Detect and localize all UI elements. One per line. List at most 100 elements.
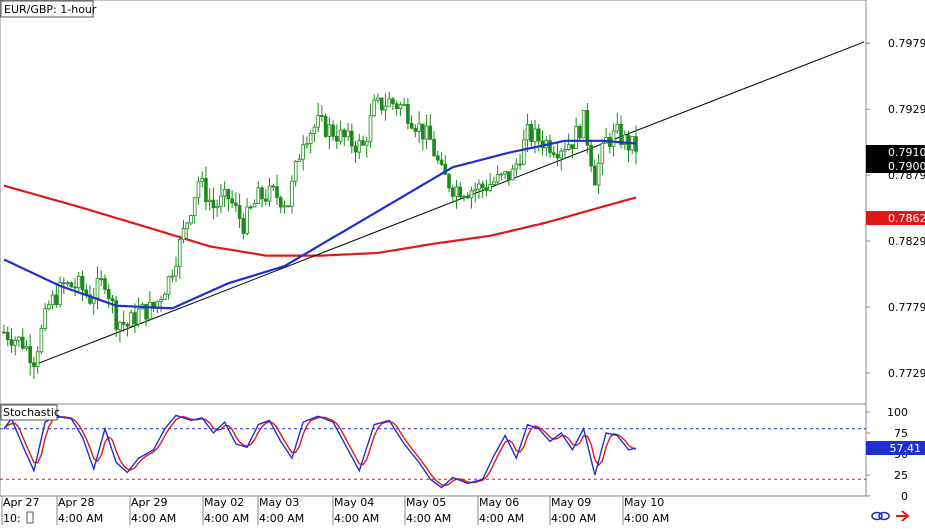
candle-body-148 [555,154,560,159]
stochastic-lines [3,414,637,489]
candle-115 [432,131,436,157]
candle-13 [50,290,55,310]
candle-68 [256,181,261,205]
candle-body-139 [522,139,526,165]
candle-153 [574,117,578,149]
candle-body-153 [574,126,578,149]
candle-body-65 [245,206,249,234]
candle-155 [581,110,586,139]
stoch-tick-label-1: 75 [894,427,908,440]
candle-body-51 [192,197,197,216]
date-label-1: Apr 28 [58,496,95,509]
candle-body-32 [121,321,126,325]
candle-body-158 [593,165,597,186]
candle-57 [215,199,219,217]
candle-164 [615,112,620,135]
price-tag-bg-2 [866,211,925,225]
candle-166 [622,130,627,150]
candle-body-10 [39,328,44,353]
candle-35 [133,303,137,334]
stochastic-panel[interactable] [0,403,867,497]
time-label-7: 4:00 AM [479,512,524,525]
candle-154 [578,124,582,142]
candle-64 [241,213,246,240]
candle-body-155 [581,110,586,139]
stoch-tick-label-4: 0 [901,490,908,503]
ma-fast-line [3,139,637,310]
candle-body-91 [342,129,347,138]
candle-93 [349,123,354,154]
candle-7 [28,334,32,376]
candle-81 [305,136,309,149]
candle-46 [174,256,178,282]
candle-body-129 [484,187,489,191]
candle-6 [24,340,29,351]
candle-135 [507,171,511,186]
candle-10 [39,324,44,355]
candle-1 [5,326,10,347]
candle-body-62 [234,202,238,206]
candle-body-45 [170,275,175,278]
candle-body-126 [473,188,477,192]
candle-body-55 [207,199,212,202]
ma-slow-line [3,184,637,257]
date-label-2: Apr 29 [131,496,168,509]
candle-body-79 [297,158,302,162]
candle-body-61 [230,198,234,204]
candle-body-27 [103,278,107,290]
candle-body-94 [353,145,358,153]
candle-body-151 [566,144,571,151]
candle-body-66 [249,206,253,209]
candle-117 [439,152,444,167]
stoch-tick-label-3: 25 [894,469,908,482]
candle-111 [417,111,421,143]
price-tag-bg-1 [866,159,925,173]
candle-body-127 [477,183,481,190]
candle-34 [129,309,133,327]
candle-32 [121,310,126,332]
candle-49 [185,221,190,241]
price-panel[interactable] [0,0,867,405]
candle-body-159 [596,162,601,186]
candle-body-156 [585,110,590,146]
candle-17 [65,280,70,287]
time-label-8: 4:00 AM [551,512,596,525]
candle-body-165 [619,123,623,146]
candle-body-111 [417,123,421,132]
candle-147 [551,145,556,158]
candle-131 [492,176,496,188]
time-label-1: 4:00 AM [58,512,103,525]
candle-27 [103,274,107,295]
candle-102 [383,93,388,121]
date-label-6: May 05 [406,496,446,509]
candle-body-1 [5,331,10,340]
candle-body-149 [559,150,564,159]
candle-body-67 [252,203,257,208]
candle-151 [566,133,571,151]
candle-149 [559,147,564,171]
candle-12 [47,300,51,311]
candle-91 [342,128,347,147]
candle-body-109 [409,122,414,129]
candle-body-46 [174,266,178,277]
candle-body-74 [278,197,283,208]
candle-14 [54,282,59,308]
candle-74 [278,195,283,214]
date-label-8: May 09 [551,496,591,509]
link-icon[interactable] [871,511,890,521]
candle-body-107 [402,104,406,106]
candle-97 [364,136,369,158]
arrow-icon[interactable] [896,510,910,522]
candle-54 [204,166,208,211]
candle-body-15 [58,282,62,306]
candle-157 [589,141,593,173]
price-tick-label-3: 0.7829 [888,235,925,248]
candle-59 [222,181,227,208]
candle-89 [335,124,339,150]
candle-139 [522,129,526,166]
candle-body-6 [24,346,29,349]
candle-101 [379,97,384,115]
candle-body-56 [211,199,216,209]
candle-86 [323,113,328,139]
